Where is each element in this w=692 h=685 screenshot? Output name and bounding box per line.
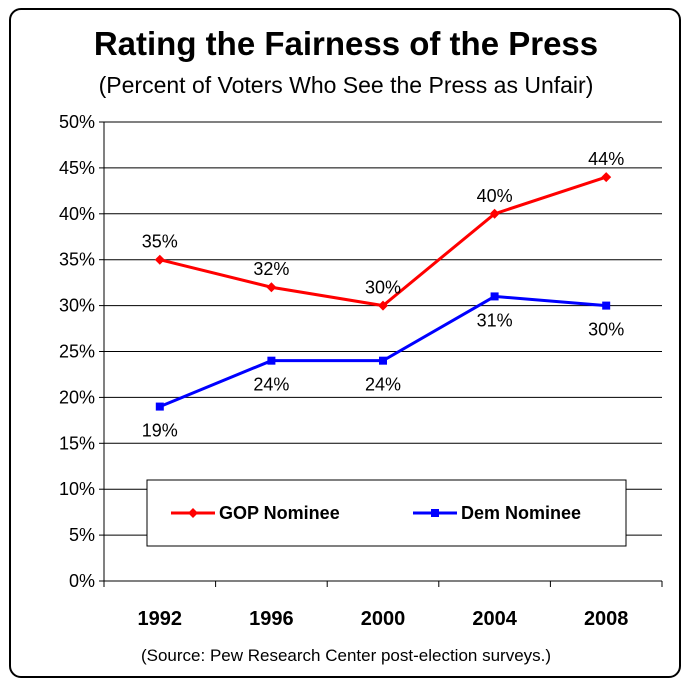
data-label: 40% (477, 186, 513, 206)
y-tick-label: 20% (59, 387, 95, 407)
data-point (154, 254, 165, 265)
data-point (602, 301, 611, 310)
data-point (379, 356, 387, 365)
x-tick-label: 2000 (361, 608, 406, 630)
legend (146, 479, 627, 547)
x-tick-label: 1992 (138, 608, 183, 630)
legend-label: Dem Nominee (461, 503, 581, 523)
data-point (378, 300, 388, 311)
source-note: (Source: Pew Research Center post-electi… (140, 646, 552, 665)
legend-marker (188, 508, 198, 518)
data-label: 35% (142, 232, 178, 252)
x-tick-label: 2008 (584, 608, 629, 630)
chart-title: Rating the Fairness of the Press (93, 25, 599, 62)
chart-subtitle: (Percent of Voters Who See the Press as … (98, 72, 594, 98)
data-label: 19% (142, 421, 178, 441)
data-label: 30% (365, 278, 401, 298)
y-tick-label: 0% (69, 571, 95, 591)
chart-frame (9, 8, 681, 678)
data-label: 24% (253, 375, 289, 395)
y-tick-label: 50% (59, 112, 95, 132)
y-tick-label: 30% (59, 296, 95, 316)
data-point (267, 356, 276, 365)
data-point (601, 172, 612, 183)
legend-marker (431, 509, 439, 517)
data-point (155, 402, 164, 411)
data-point (266, 282, 277, 293)
y-tick-label: 15% (59, 433, 95, 453)
data-label: 30% (588, 320, 624, 340)
data-label: 32% (253, 259, 289, 279)
x-tick-label: 1996 (249, 608, 294, 630)
data-label: 31% (477, 310, 513, 330)
y-tick-label: 35% (59, 250, 95, 270)
x-tick-label: 2004 (472, 608, 517, 630)
y-tick-label: 40% (59, 204, 95, 224)
legend-label: GOP Nominee (219, 503, 340, 523)
y-tick-label: 45% (59, 158, 95, 178)
y-tick-label: 5% (69, 525, 95, 545)
data-label: 24% (365, 375, 401, 395)
y-tick-label: 10% (59, 479, 95, 499)
data-point (489, 208, 500, 219)
data-point (490, 292, 499, 301)
y-tick-label: 25% (59, 342, 95, 362)
data-label: 44% (588, 149, 624, 169)
